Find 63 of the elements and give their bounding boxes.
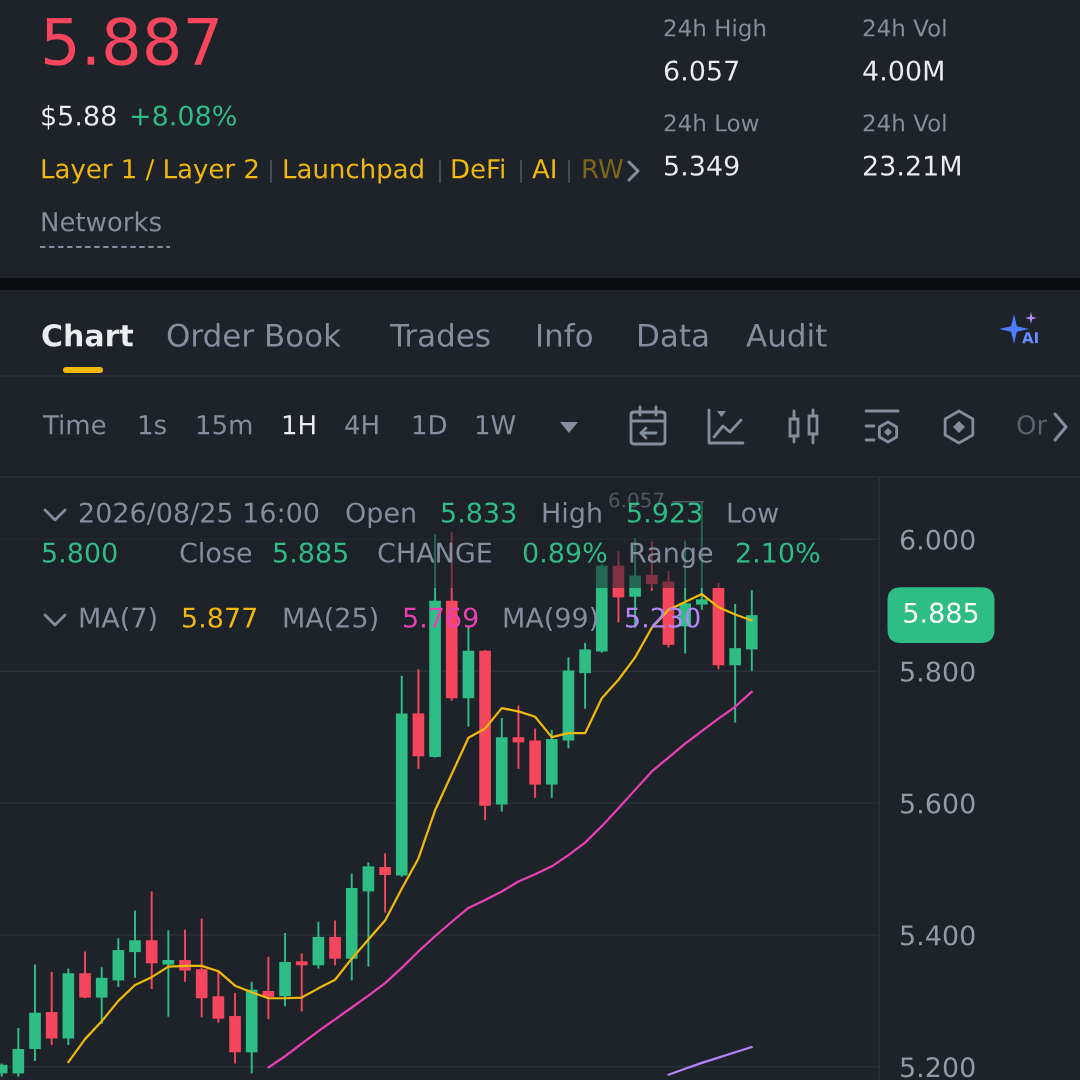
candlestick	[329, 919, 341, 967]
annotation: 0.89%	[523, 542, 607, 563]
line-series	[267, 690, 753, 1069]
text: 5.887	[44, 17, 218, 66]
text: 24h Vol	[863, 113, 946, 132]
candlestick	[162, 929, 175, 1018]
text: 6.057	[664, 60, 738, 81]
text: $5.88	[42, 104, 116, 130]
text: 24h Vol	[863, 18, 946, 37]
annotation: 5.877	[183, 607, 256, 628]
candlestick	[729, 602, 741, 724]
text: Trades	[389, 323, 490, 347]
text: 5.885	[904, 602, 978, 623]
text: RW	[583, 159, 623, 179]
candlestick	[129, 909, 141, 979]
annotation: MA(7)	[80, 606, 156, 632]
annotation: High	[543, 501, 601, 529]
text: Chart	[42, 323, 134, 347]
text: DeFi	[452, 158, 504, 179]
text: 4.00M	[863, 60, 943, 81]
annotation: 5.800	[43, 542, 117, 563]
text: Time	[42, 414, 106, 435]
y-tick-label: 5.600	[901, 793, 975, 814]
annotation: Close	[180, 541, 252, 563]
text: Or	[1017, 414, 1048, 435]
annotation: 2.10%	[736, 542, 820, 563]
annotation: 5.885	[274, 542, 347, 563]
candlestick	[212, 970, 225, 1024]
text: 1H	[283, 415, 315, 435]
annotation: Open	[346, 502, 415, 529]
text: 5.349	[665, 155, 739, 176]
text: Audit	[746, 323, 827, 347]
text: AI	[1022, 332, 1038, 344]
y-tick-label: 5.400	[901, 925, 975, 946]
y-tick-label: 6.000	[900, 529, 975, 550]
annotation: 5.833	[442, 502, 516, 523]
text: 24h High	[664, 18, 766, 42]
candlestick	[95, 966, 108, 1025]
text: 15m	[197, 415, 252, 435]
text: +8.08%	[131, 105, 236, 126]
text: Networks	[42, 211, 161, 232]
text: 24h Low	[664, 113, 759, 132]
text: AI	[532, 159, 555, 179]
text: Order Book	[167, 323, 342, 347]
candlestick	[579, 641, 591, 710]
annotation: Low	[728, 502, 779, 523]
text: Launchpad	[284, 158, 423, 184]
text: 1s	[139, 415, 166, 435]
y-tick-label: 5.200	[901, 1057, 975, 1078]
y-tick-label: 5.800	[901, 661, 975, 682]
text: 23.21M	[863, 155, 960, 176]
text: 1D	[413, 415, 447, 435]
line-series	[667, 1045, 753, 1076]
text: Info	[538, 323, 592, 347]
text: 4H	[345, 415, 378, 435]
candlestick	[379, 852, 391, 914]
text: 1W	[476, 415, 516, 435]
annotation: 2026/08/25 16:00	[79, 502, 319, 525]
candlestick	[145, 890, 158, 990]
text: Layer 1 / Layer 2	[42, 158, 258, 184]
annotation: MA(25)	[284, 606, 377, 632]
text: Data	[639, 323, 708, 347]
candlestick	[295, 952, 308, 1013]
